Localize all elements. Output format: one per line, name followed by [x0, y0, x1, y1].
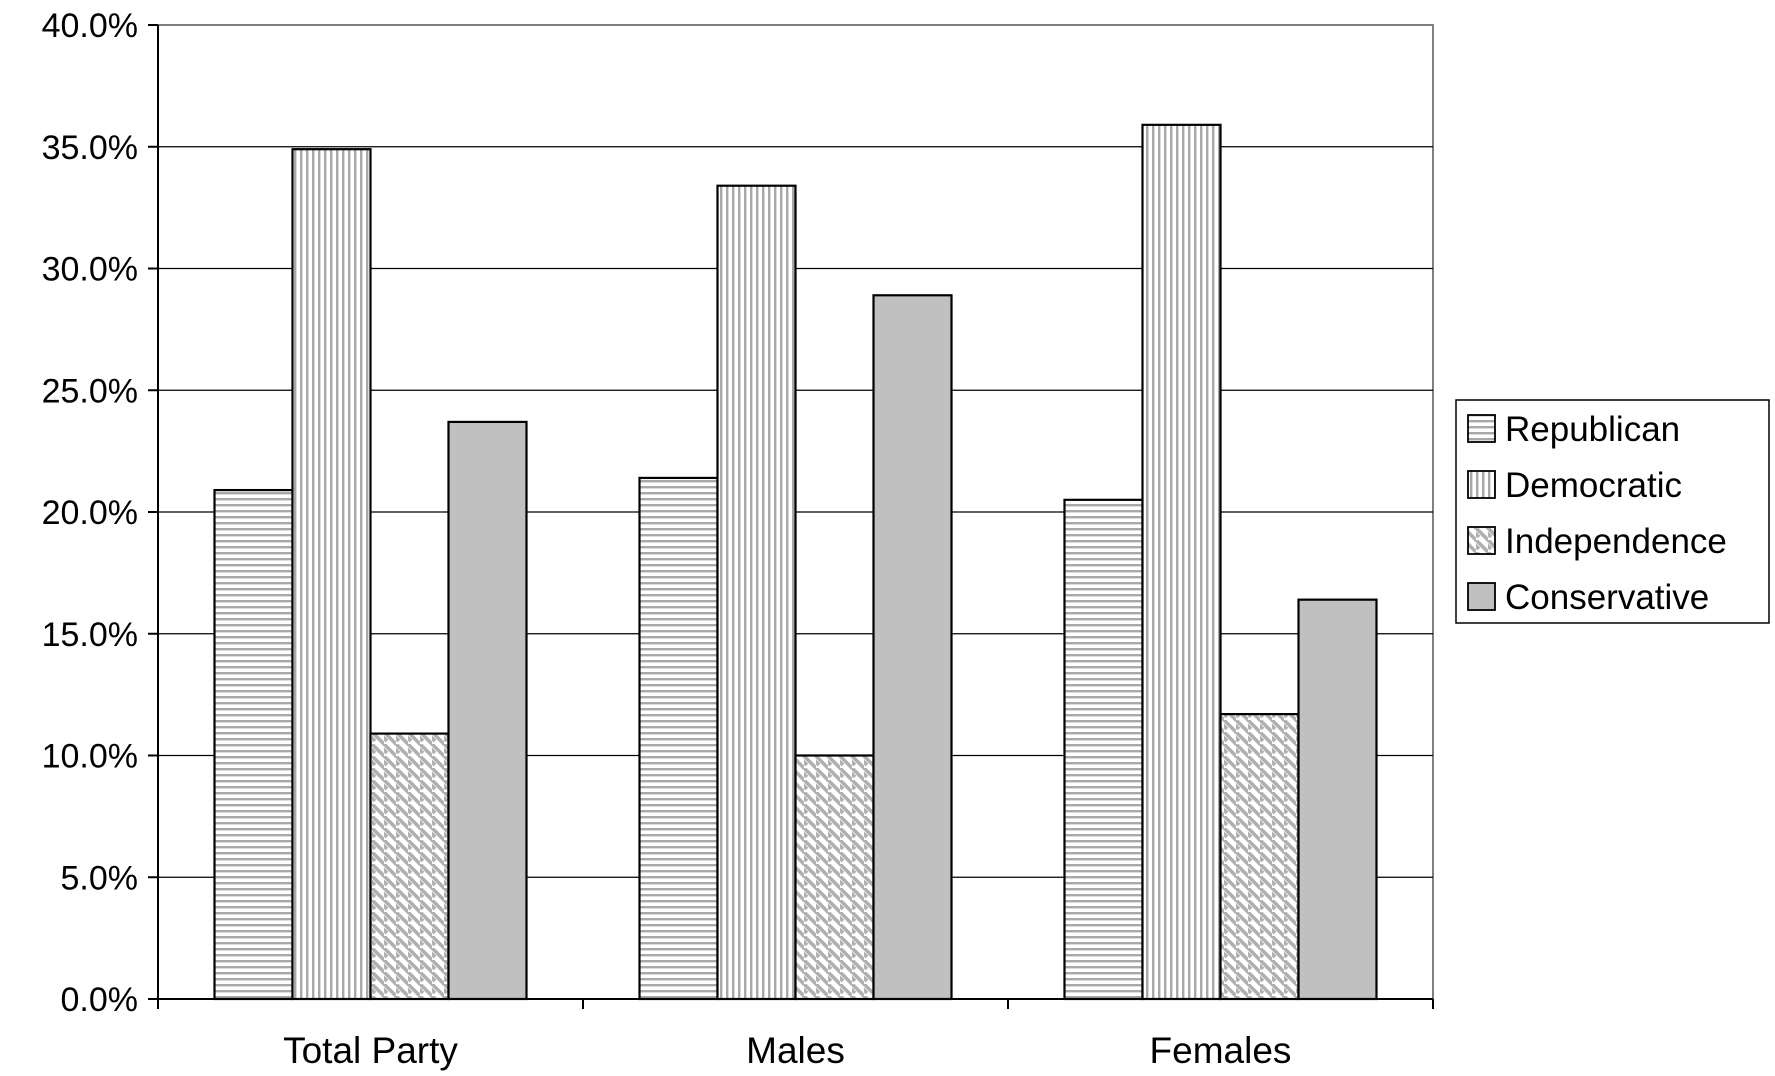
y-tick-label: 35.0% [42, 129, 138, 167]
x-category-label: Males [746, 1030, 845, 1071]
y-tick-label: 5.0% [61, 859, 139, 897]
bars [213, 123, 1378, 1001]
y-tick-label: 0.0% [61, 981, 139, 1019]
y-axis: 0.0% 5.0% 10.0% 15.0% 20.0% 25.0% 30.0% 35.0% 40… [42, 7, 158, 1019]
x-category-label: Females [1150, 1030, 1292, 1071]
bar-democratic-total-party [291, 148, 372, 1001]
bar-republican-females [1063, 498, 1144, 1001]
y-tick-label: 30.0% [42, 251, 138, 289]
bar-independence-females [1219, 713, 1300, 1001]
x-axis: Total Party Males Females [157, 999, 1434, 1071]
y-tick-label: 15.0% [42, 616, 138, 654]
legend-swatch-independence [1467, 526, 1496, 555]
legend-swatch-conservative [1467, 582, 1496, 611]
y-tick-label: 10.0% [42, 738, 138, 776]
y-tick-label: 25.0% [42, 372, 138, 410]
bar-democratic-males [716, 184, 797, 1001]
y-tick-label: 40.0% [42, 7, 138, 45]
bar-conservative-males [872, 294, 953, 1001]
bar-republican-total-party [213, 488, 294, 1001]
bar-independence-total-party [369, 732, 450, 1001]
bar-independence-males [794, 754, 875, 1001]
plot-area [157, 24, 1434, 1001]
legend-swatch-democratic [1467, 470, 1496, 499]
legend-label-conservative: Conservative [1505, 578, 1709, 617]
y-tick-label: 20.0% [42, 494, 138, 532]
legend-label-democratic: Democratic [1505, 466, 1682, 505]
legend-label-independence: Independence [1505, 522, 1727, 561]
bar-conservative-females [1297, 598, 1378, 1001]
x-category-label: Total Party [283, 1030, 458, 1071]
legend-box [1455, 399, 1770, 624]
legend: Republican Democratic Independence Conserva… [1455, 399, 1770, 624]
legend-label-republican: Republican [1505, 410, 1680, 449]
bar-republican-males [638, 476, 719, 1001]
legend-swatch-republican [1467, 414, 1496, 443]
bar-conservative-total-party [447, 420, 528, 1001]
bar-democratic-females [1141, 123, 1222, 1001]
